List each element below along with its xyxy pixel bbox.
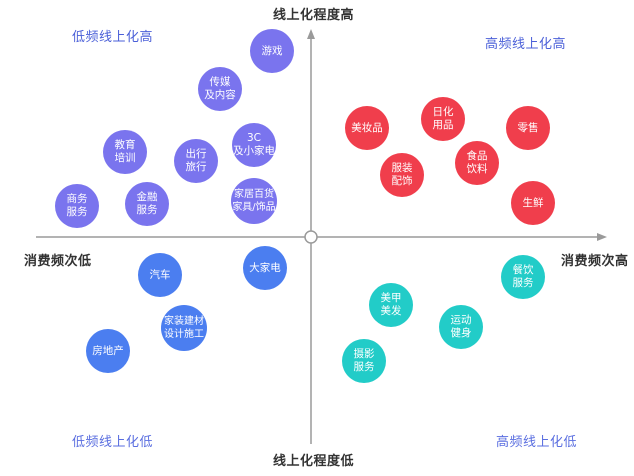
y-axis-arrow-icon: [307, 29, 315, 39]
bubble-label: 美发: [380, 305, 402, 317]
bubble-label: 教育: [114, 139, 136, 151]
bubble-label: 生鲜: [522, 196, 544, 209]
bubble-label: 及小家电: [233, 145, 275, 157]
bubble-摄影服务[interactable]: 摄影 服务: [342, 339, 386, 383]
quadrant-bottom-right-label: 高频线上化低: [496, 435, 578, 450]
bubble-label: 日化: [432, 106, 454, 118]
bubble-label: 服务: [66, 206, 88, 218]
bubble-3C及小家电[interactable]: 3C 及小家电: [232, 123, 276, 167]
bubble-label: 服务: [136, 204, 158, 216]
bubble-传媒及内容[interactable]: 传媒 及内容: [198, 67, 242, 111]
bubble-label: 用品: [432, 119, 454, 131]
bubble-label: 食品: [466, 150, 488, 162]
bubble-label: 家具/饰品: [232, 202, 276, 213]
y-axis-low-label: 线上化程度低: [273, 454, 355, 469]
bubble-家装建材设计施工[interactable]: 家装建材 设计施工: [161, 305, 207, 351]
bubble-label: 家装建材: [164, 316, 204, 327]
bubble-label: 服务: [512, 277, 534, 289]
bubble-label: 饮料: [466, 163, 488, 175]
bubble-label: 服装: [391, 162, 413, 174]
bubble-教育培训[interactable]: 教育 培训: [103, 130, 147, 174]
bubble-label: 游戏: [261, 44, 283, 57]
bubble-金融服务[interactable]: 金融 服务: [125, 182, 169, 226]
quadrant-bottom-left-label: 低频线上化低: [72, 435, 154, 450]
origin-circle-icon: [304, 230, 318, 244]
bubble-label: 美妆品: [351, 121, 383, 134]
bubble-运动健身[interactable]: 运动 健身: [439, 305, 483, 349]
bubble-房地产[interactable]: 房地产: [86, 329, 130, 373]
bubble-label: 传媒: [209, 76, 231, 88]
bubble-label: 零售: [517, 121, 539, 134]
quadrant-top-left-label: 低频线上化高: [72, 30, 154, 45]
bubble-餐饮服务[interactable]: 餐饮 服务: [501, 255, 545, 299]
y-axis-high-label: 线上化程度高: [273, 8, 355, 23]
bubble-label: 汽车: [149, 268, 171, 281]
bubble-label: 餐饮: [512, 264, 534, 276]
bubble-label: 服务: [353, 361, 375, 373]
bubble-零售[interactable]: 零售: [506, 106, 550, 150]
bubble-label: 培训: [114, 152, 136, 164]
bubble-商务服务[interactable]: 商务 服务: [55, 184, 99, 228]
bubble-label: 及内容: [204, 89, 236, 101]
bubble-label: 设计施工: [164, 329, 204, 340]
bubble-label: 家居百货: [234, 189, 274, 200]
bubble-美甲美发[interactable]: 美甲 美发: [369, 283, 413, 327]
bubble-label: 运动: [450, 314, 472, 326]
bubble-生鲜[interactable]: 生鲜: [511, 181, 555, 225]
x-axis-low-label: 消费频次低: [24, 254, 92, 269]
bubble-label: 摄影: [353, 348, 375, 360]
bubble-label: 3C: [246, 132, 261, 144]
bubble-食品饮料[interactable]: 食品 饮料: [455, 141, 499, 185]
bubble-label: 健身: [450, 327, 472, 339]
bubble-label: 金融: [136, 191, 158, 203]
bubble-label: 旅行: [185, 161, 207, 173]
bubble-出行旅行[interactable]: 出行 旅行: [174, 139, 218, 183]
bubble-大家电[interactable]: 大家电: [243, 246, 287, 290]
bubble-汽车[interactable]: 汽车: [138, 253, 182, 297]
quadrant-top-right-label: 高频线上化高: [485, 37, 567, 52]
x-axis-arrow-icon: [597, 233, 607, 241]
bubble-游戏[interactable]: 游戏: [250, 29, 294, 73]
x-axis-high-label: 消费频次高: [561, 254, 629, 269]
bubble-label: 房地产: [92, 344, 124, 357]
bubble-美妆品[interactable]: 美妆品: [345, 106, 389, 150]
bubble-label: 配饰: [391, 175, 413, 187]
bubble-label: 出行: [185, 148, 207, 160]
bubble-日化用品[interactable]: 日化 用品: [421, 97, 465, 141]
bubble-服装配饰[interactable]: 服装 配饰: [380, 153, 424, 197]
bubble-label: 商务: [66, 193, 88, 205]
bubble-label: 大家电: [249, 261, 281, 274]
bubble-label: 美甲: [380, 292, 402, 304]
bubble-家居百货家具-饰品[interactable]: 家居百货家具/饰品: [231, 178, 277, 224]
